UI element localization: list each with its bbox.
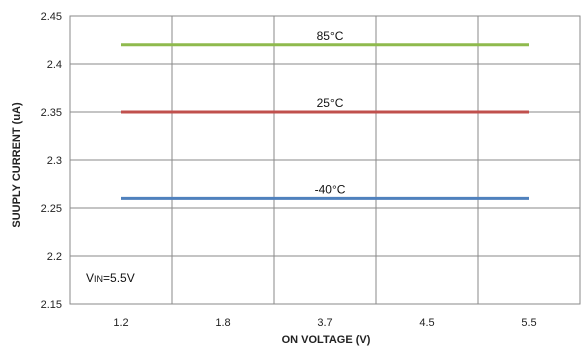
series-lines bbox=[121, 43, 529, 200]
y-tick-label: 2.15 bbox=[41, 299, 62, 311]
y-tick-label: 2.3 bbox=[47, 155, 62, 167]
y-axis-title: SUUPLY CURRENT (uA) bbox=[11, 102, 23, 228]
x-tick-label: 1.8 bbox=[215, 317, 230, 329]
series-label: -40°C bbox=[315, 182, 346, 196]
annotation-vin-suffix: =5.5V bbox=[103, 271, 135, 285]
x-tick-labels: 1.2 1.8 3.7 4.5 5.5 bbox=[113, 317, 536, 329]
annotation-vin-prefix: V bbox=[86, 271, 94, 285]
y-tick-label: 2.2 bbox=[47, 251, 62, 263]
annotation-vin-subscript: IN bbox=[94, 274, 103, 284]
y-tick-label: 2.4 bbox=[47, 59, 62, 71]
x-tick-label: 5.5 bbox=[521, 317, 536, 329]
y-tick-label: 2.25 bbox=[41, 203, 62, 215]
y-tick-labels: 2.45 2.4 2.35 2.3 2.25 2.2 2.15 bbox=[41, 11, 62, 311]
annotation-vin: VIN=5.5V bbox=[86, 271, 135, 285]
x-tick-label: 4.5 bbox=[419, 317, 434, 329]
series-label: 25°C bbox=[317, 96, 344, 110]
series-labels: 85°C 25°C -40°C bbox=[315, 29, 346, 197]
series-label: 85°C bbox=[317, 29, 344, 43]
y-tick-label: 2.35 bbox=[41, 107, 62, 119]
x-tick-label: 1.2 bbox=[113, 317, 128, 329]
x-axis-title: ON VOLTAGE (V) bbox=[282, 334, 371, 346]
x-tick-label: 3.7 bbox=[317, 317, 332, 329]
y-tick-label: 2.45 bbox=[41, 11, 62, 23]
